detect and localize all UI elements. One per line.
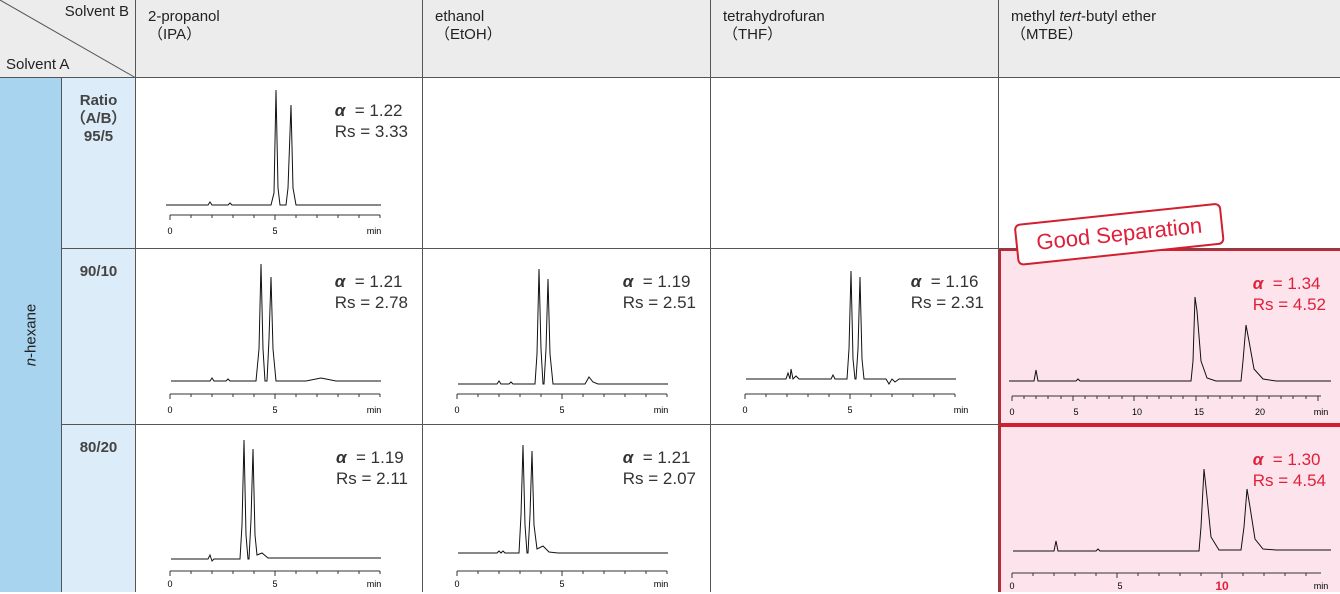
solvent-b-label: Solvent B [64,3,129,20]
svg-text:0: 0 [167,226,172,236]
svg-text:20: 20 [1255,407,1265,417]
svg-text:5: 5 [847,405,852,415]
svg-text:min: min [1314,407,1329,417]
svg-text:0: 0 [454,579,459,589]
cell-thf-95-5 [711,78,999,249]
svg-text:5: 5 [272,579,277,589]
solvent-a-hexane: n-hexane [0,78,62,592]
col-header-thf: tetrahydrofuran （THF） [711,0,999,78]
stats: α = 1.21 Rs = 2.07 [622,448,696,488]
chromatogram: 0 5 min [167,439,382,589]
col-header-name: 2-propanol [148,8,220,25]
col-header-abbr: （THF） [723,26,783,43]
chromatogram: 0 5 min [166,89,382,236]
cell-thf-90-10: 0 5 min α = 1.16 Rs = 2.31 [711,249,999,425]
svg-text:15: 15 [1194,407,1204,417]
ratio-90-10: 90/10 [62,249,136,425]
cell-ipa-95-5: 0 5 min α = 1.22 Rs = 3.33 [136,78,423,249]
stats: α = 1.19 Rs = 2.11 [336,448,408,488]
svg-text:0: 0 [167,405,172,415]
cell-mtbe-80-20: 0 5 10 min α = 1.30 Rs = 4.54 [999,425,1340,593]
svg-text:5: 5 [272,405,277,415]
col-header-abbr: （IPA） [148,26,202,43]
cell-etoh-80-20: 0 5 min α = 1.21 Rs = 2.07 [423,425,711,592]
chromatogram: 0 5 10 15 20 min [1009,296,1331,417]
svg-text:min: min [654,579,669,589]
cell-ipa-90-10: 0 5 min α = 1.21 Rs = 2.78 [136,249,423,425]
corner-header: Solvent B Solvent A [0,0,137,79]
svg-text:5: 5 [559,405,564,415]
chromatogram: 0 5 min [454,444,669,589]
svg-text:min: min [1314,581,1329,591]
chromatogram: 0 5 min [454,268,669,415]
corner-diagonal [0,0,137,79]
stats: α = 1.34 Rs = 4.52 [1252,274,1326,314]
stats: α = 1.22 Rs = 3.33 [334,101,408,141]
svg-text:min: min [367,226,382,236]
cell-etoh-90-10: 0 5 min α = 1.19 Rs = 2.51 [423,249,711,425]
stats: α = 1.19 Rs = 2.51 [622,272,696,312]
col-header-abbr: （EtOH） [435,26,502,43]
col-header-name: ethanol [435,8,485,25]
chromatogram: 0 5 10 min [1009,468,1331,593]
solvent-a-name: n-hexane [22,303,39,367]
cell-thf-80-20 [711,425,999,592]
col-header-abbr: （MTBE） [1011,26,1083,43]
chromatogram: 0 5 min [167,263,382,415]
svg-text:0: 0 [454,405,459,415]
cell-ipa-80-20: 0 5 min α = 1.19 Rs = 2.11 [136,425,423,592]
svg-text:10: 10 [1132,407,1142,417]
svg-text:10: 10 [1215,579,1229,593]
cell-mtbe-90-10: 0 5 10 15 20 min α = 1.34 Rs = 4.52 [999,249,1340,425]
svg-text:5: 5 [1073,407,1078,417]
svg-text:0: 0 [1009,581,1014,591]
stats: α = 1.21 Rs = 2.78 [334,272,408,312]
stats: α = 1.30 Rs = 4.54 [1252,450,1326,490]
svg-text:min: min [654,405,669,415]
col-header-etoh: ethanol （EtOH） [423,0,711,78]
svg-text:min: min [954,405,969,415]
svg-text:0: 0 [167,579,172,589]
svg-text:5: 5 [559,579,564,589]
stats: α = 1.16 Rs = 2.31 [910,272,984,312]
svg-text:0: 0 [742,405,747,415]
svg-text:5: 5 [1117,581,1122,591]
col-header-ipa: 2-propanol （IPA） [136,0,423,78]
svg-text:0: 0 [1009,407,1014,417]
ratio-95-5: Ratio （A/B） 95/5 [62,78,136,249]
solvent-a-label: Solvent A [6,56,70,73]
col-header-mtbe: methyl tert-butyl ether （MTBE） [999,0,1340,78]
col-header-name: methyl tert-butyl ether [1011,8,1157,25]
svg-text:min: min [367,405,382,415]
ratio-80-20: 80/20 [62,425,136,592]
col-header-name: tetrahydrofuran [723,8,825,25]
svg-text:5: 5 [272,226,277,236]
cell-etoh-95-5 [423,78,711,249]
svg-text:min: min [367,579,382,589]
chromatogram: 0 5 min [742,270,969,415]
